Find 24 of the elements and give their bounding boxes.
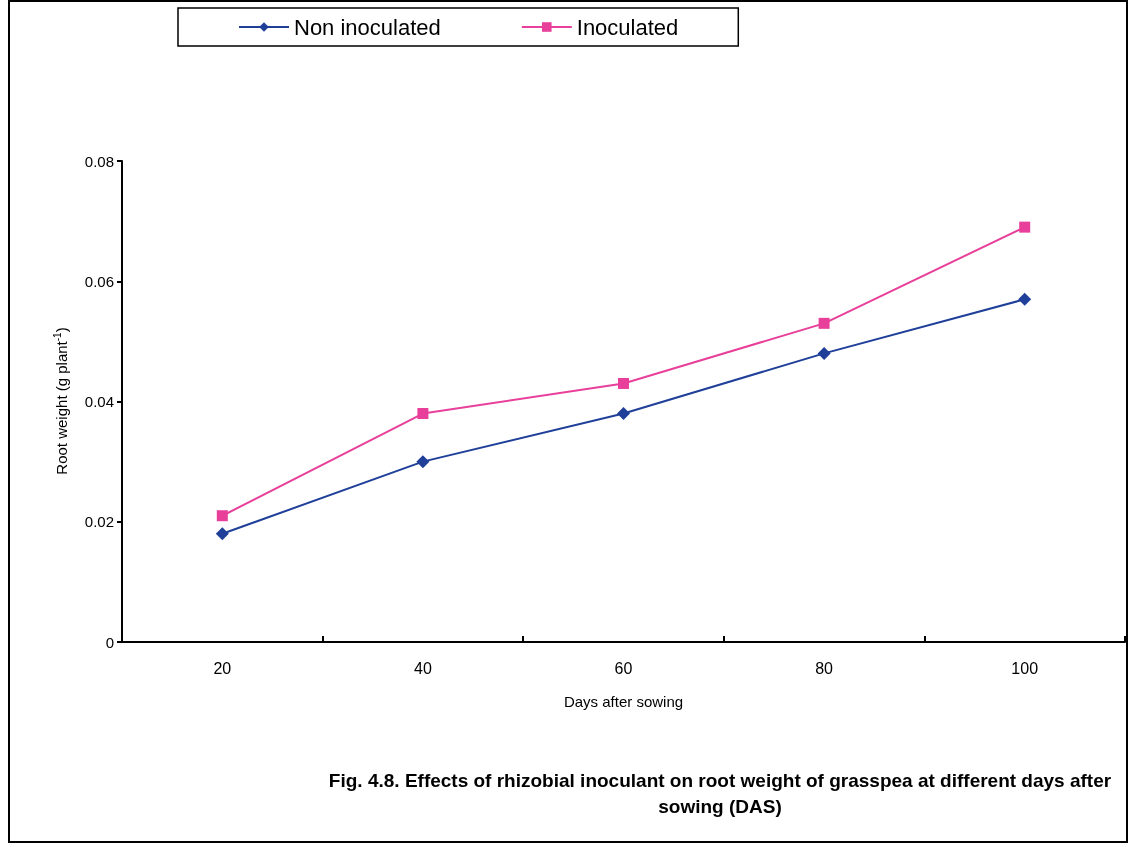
point [216,510,228,522]
y-tick-label: 0 [105,633,114,651]
point [617,407,630,421]
point [818,317,830,329]
point [416,455,430,469]
point [618,377,629,389]
y-tick-label: 0.08 [84,152,114,170]
x-tick-label: 100 [1011,659,1039,677]
point [417,408,429,420]
legend-label: Inoculated [576,14,679,40]
point [215,527,229,541]
y-tick-label: 0.04 [84,393,114,410]
x-tick-label: 80 [815,659,834,677]
point [1018,292,1032,306]
point [1019,221,1031,233]
caption: Fig. 4.8. Effects of rhizobial inoculant on root weight of grasspea at different days after sowing (DAS) [327,769,1113,819]
x-tick-label: 20 [213,659,232,677]
y-tick-label: 0.06 [84,272,114,290]
x-axis-title: Days after sowing [563,693,684,710]
legend-label: Non inoculated [294,14,441,40]
y-tick-label: 0.02 [84,513,114,531]
point [817,346,831,360]
x-tick-label: 40 [414,659,432,677]
x-tick-label: 60 [614,659,633,677]
